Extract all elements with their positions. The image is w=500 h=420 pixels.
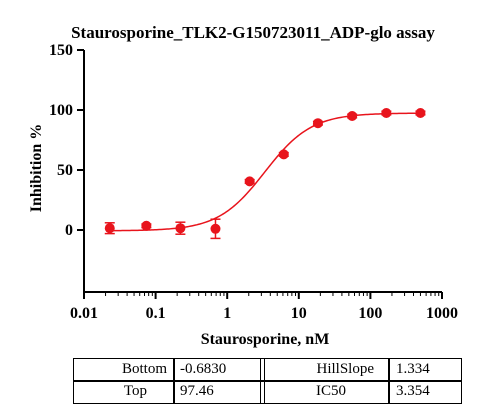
data-point: [244, 176, 255, 187]
data-point: [312, 118, 323, 129]
y-tick-label: 50: [57, 162, 73, 179]
x-axis-label: Staurosporine, nM: [201, 331, 330, 348]
x-tick-label: 1000: [426, 305, 458, 322]
y-tick-label: 100: [49, 102, 73, 119]
data-point: [175, 223, 186, 234]
data-points: [104, 108, 426, 240]
data-point: [141, 220, 152, 231]
param-label-hillslope: HillSlope: [316, 361, 374, 377]
x-tick-label: 0.1: [146, 305, 166, 322]
data-point: [104, 223, 115, 234]
data-point: [347, 111, 358, 121]
x-tick-label: 0.01: [70, 305, 98, 322]
fit-curve: [109, 112, 421, 232]
param-label-ic50: IC50: [316, 383, 346, 399]
param-value-bottom: -0.6830: [180, 361, 227, 377]
y-tick-label: 0: [65, 222, 73, 239]
data-point: [210, 223, 221, 234]
axes: 0 50 100 150 0.01 0.1 1 10 100 1000: [49, 42, 458, 322]
dose-response-chart: Staurosporine_TLK2-G150723011_ADP-glo as…: [28, 23, 458, 348]
x-tick-label: 1: [223, 305, 231, 322]
param-label-bottom: Bottom: [121, 361, 167, 377]
y-tick-label: 150: [49, 42, 73, 59]
y-axis-label: Inhibition %: [28, 124, 45, 212]
data-point: [278, 149, 289, 160]
fit-parameters-table: Bottom -0.6830 HillSlope 1.334 Top 97.46…: [73, 358, 462, 404]
param-value-hillslope: 1.334: [396, 361, 430, 377]
chart-title: Staurosporine_TLK2-G150723011_ADP-glo as…: [71, 23, 435, 42]
param-value-top: 97.46: [180, 383, 214, 399]
param-label-top: Top: [123, 383, 147, 399]
data-point: [415, 108, 426, 118]
x-tick-label: 100: [358, 305, 382, 322]
param-value-ic50: 3.354: [396, 383, 430, 399]
x-tick-label: 10: [291, 305, 307, 322]
fit-curve-group: [109, 112, 421, 232]
data-point: [381, 108, 392, 118]
